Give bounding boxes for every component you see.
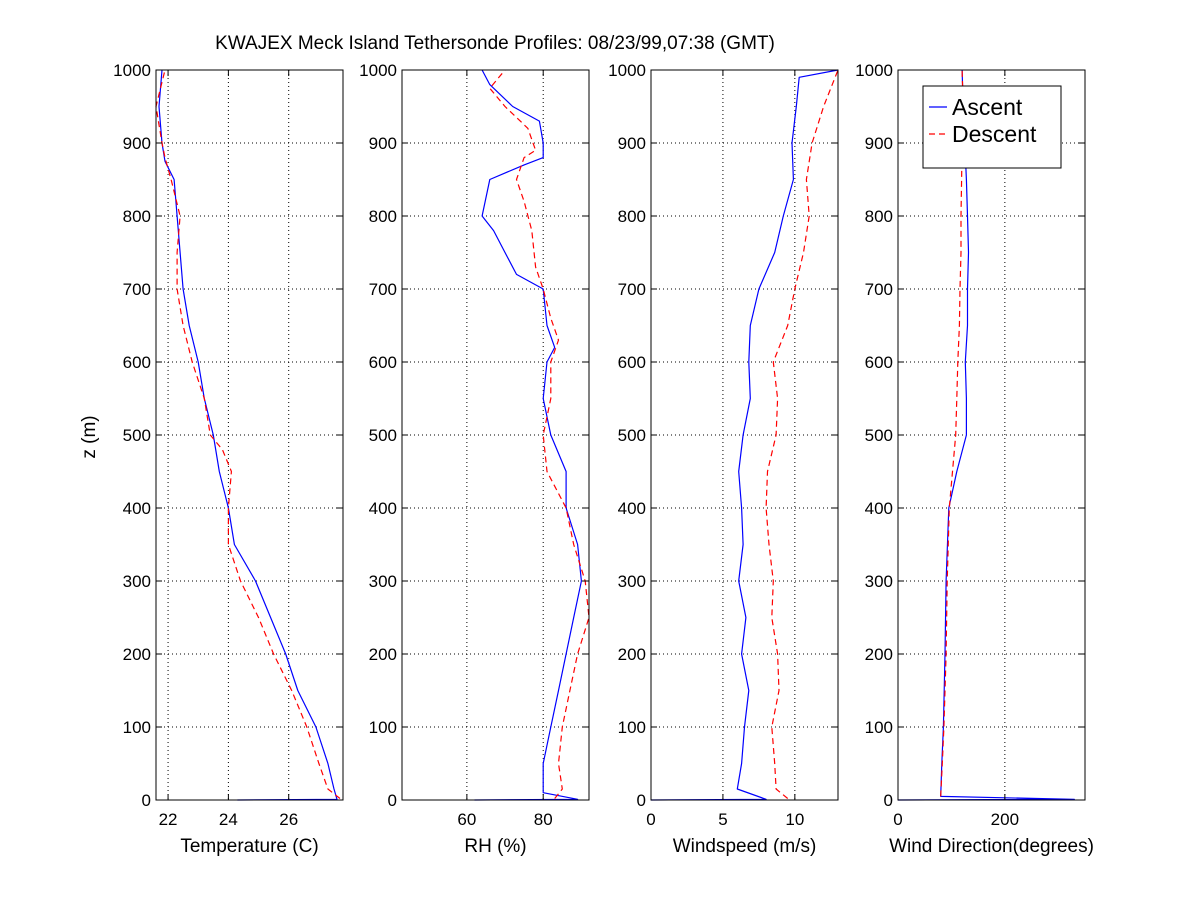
y-tick-label: 900 <box>618 134 646 153</box>
series-line-ascent <box>650 69 839 801</box>
series-line-descent <box>940 69 964 797</box>
y-tick-label: 400 <box>865 499 893 518</box>
panel-3: 0 100 200 300 400 500 600 700 800 900 1000 0 5 10 Wind… <box>608 61 839 857</box>
y-tick-label: 0 <box>142 791 151 810</box>
y-tick-label: 700 <box>618 280 646 299</box>
x-tick-label: 0 <box>646 810 655 829</box>
y-tick-label: 700 <box>123 280 151 299</box>
panel-1: 0 100 200 300 400 500 600 700 800 900 1000 22 24 26 Te… <box>113 61 344 857</box>
y-tick-label: 0 <box>388 791 397 810</box>
y-tick-label: 200 <box>369 645 397 664</box>
series-line-descent <box>489 69 590 799</box>
series-line-ascent <box>474 69 583 801</box>
x-tick-label: 26 <box>279 810 298 829</box>
y-tick-label: 400 <box>369 499 397 518</box>
y-tick-label: 300 <box>865 572 893 591</box>
y-tick-label: 900 <box>865 134 893 153</box>
y-tick-label: 0 <box>884 791 893 810</box>
y-tick-label: 800 <box>618 207 646 226</box>
x-tick-label: 60 <box>457 810 476 829</box>
y-tick-label: 1000 <box>359 61 397 80</box>
chart-title: KWAJEX Meck Island Tethersonde Profiles:… <box>215 33 775 54</box>
y-tick-label: 600 <box>123 353 151 372</box>
y-tick-label: 300 <box>618 572 646 591</box>
panel-4: 0 100 200 300 400 500 600 700 800 900 1000 0 200 Wind… <box>855 61 1094 857</box>
x-tick-label: 0 <box>893 810 902 829</box>
y-tick-label: 300 <box>123 572 151 591</box>
y-tick-label: 100 <box>369 718 397 737</box>
y-tick-label: 100 <box>865 718 893 737</box>
x-tick-label: 5 <box>718 810 727 829</box>
y-tick-label: 500 <box>865 426 893 445</box>
y-tick-label: 1000 <box>608 61 646 80</box>
x-axis-label: Temperature (C) <box>180 836 318 857</box>
x-axis-label: RH (%) <box>464 836 526 857</box>
y-tick-label: 600 <box>369 353 397 372</box>
x-tick-label: 24 <box>219 810 238 829</box>
y-tick-label: 400 <box>123 499 151 518</box>
y-tick-label: 700 <box>865 280 893 299</box>
y-tick-label: 0 <box>637 791 646 810</box>
y-tick-label: 600 <box>618 353 646 372</box>
x-tick-label: 200 <box>991 810 1019 829</box>
legend-box <box>922 85 1062 169</box>
plot-area <box>402 70 589 800</box>
y-axis-label: z (m) <box>79 415 100 458</box>
panel-2: 0 100 200 300 400 500 600 700 800 900 1000 60 80 RH (… <box>359 61 590 857</box>
x-axis-label: Wind Direction(degrees) <box>889 836 1094 857</box>
y-tick-label: 100 <box>618 718 646 737</box>
y-tick-label: 200 <box>865 645 893 664</box>
x-tick-label: 80 <box>534 810 553 829</box>
y-tick-label: 900 <box>123 134 151 153</box>
x-axis-label: Windspeed (m/s) <box>673 836 817 857</box>
y-tick-label: 500 <box>618 426 646 445</box>
series-line-ascent <box>158 69 338 801</box>
y-tick-label: 800 <box>865 207 893 226</box>
y-tick-label: 600 <box>865 353 893 372</box>
y-tick-label: 500 <box>369 426 397 445</box>
series-line-ascent <box>897 69 1075 801</box>
series-line-descent <box>765 69 839 799</box>
legend-label-descent: Descent <box>952 121 1037 147</box>
y-tick-label: 700 <box>369 280 397 299</box>
y-tick-label: 300 <box>369 572 397 591</box>
y-tick-label: 200 <box>123 645 151 664</box>
y-tick-label: 500 <box>123 426 151 445</box>
y-tick-label: 800 <box>123 207 151 226</box>
y-tick-label: 1000 <box>113 61 151 80</box>
y-tick-label: 1000 <box>855 61 893 80</box>
legend-label-ascent: Ascent <box>952 94 1023 120</box>
y-tick-label: 200 <box>618 645 646 664</box>
x-tick-label: 10 <box>785 810 804 829</box>
x-tick-label: 22 <box>159 810 178 829</box>
plot-area <box>156 70 343 800</box>
series-line-descent <box>155 69 341 799</box>
y-tick-label: 400 <box>618 499 646 518</box>
y-tick-label: 100 <box>123 718 151 737</box>
y-tick-label: 900 <box>369 134 397 153</box>
y-tick-label: 800 <box>369 207 397 226</box>
plot-area <box>898 70 1085 800</box>
